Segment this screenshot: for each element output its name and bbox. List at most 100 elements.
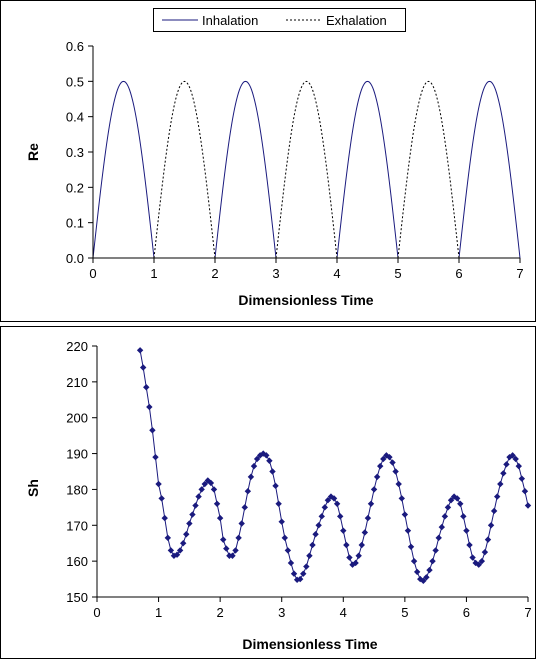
data-point-marker <box>158 495 165 502</box>
data-point-marker <box>432 547 439 554</box>
data-point-marker <box>281 534 288 542</box>
series-line-inhalation <box>214 80 277 259</box>
data-point-marker <box>146 403 153 411</box>
data-point-marker <box>290 570 298 577</box>
data-point-marker <box>300 570 307 577</box>
data-point-marker <box>155 480 162 488</box>
data-point-marker <box>213 500 221 507</box>
data-point-marker <box>303 563 310 570</box>
data-point-marker <box>263 452 270 459</box>
chart-border <box>0 326 536 659</box>
data-point-marker <box>186 520 193 527</box>
x-tick-label: 1 <box>150 266 157 281</box>
x-tick-label: 0 <box>89 266 96 281</box>
data-point-marker <box>238 520 245 527</box>
data-point-marker <box>275 500 282 507</box>
data-point-marker <box>149 427 156 434</box>
data-point-marker <box>481 548 489 556</box>
data-point-marker <box>340 527 347 534</box>
x-tick-label: 3 <box>278 605 285 620</box>
x-tick-label: 3 <box>272 266 279 281</box>
y-tick-label: 210 <box>66 375 88 390</box>
data-point-marker <box>183 531 190 538</box>
data-point-marker <box>509 452 516 459</box>
x-tick-label: 4 <box>340 605 347 620</box>
data-point-marker <box>201 480 208 488</box>
data-point-marker <box>460 513 467 520</box>
data-point-marker <box>229 552 236 559</box>
data-point-marker <box>220 536 227 543</box>
data-point-marker <box>407 543 415 550</box>
sh-chart-panel: Dimensionless Time Sh 150 160 170 180 190 200… <box>0 326 536 659</box>
data-point-marker <box>429 557 436 565</box>
data-point-marker <box>463 527 470 534</box>
data-point-marker <box>453 495 461 502</box>
x-tick-label: 5 <box>401 605 408 620</box>
data-point-marker <box>494 493 501 500</box>
data-point-marker <box>266 457 273 464</box>
x-tick-label: 2 <box>211 266 218 281</box>
data-point-marker <box>232 547 239 554</box>
data-point-marker <box>392 468 399 475</box>
legend-box <box>153 8 406 32</box>
y-tick-label: 220 <box>66 339 88 354</box>
series-line-exhalation <box>153 80 216 259</box>
x-tick-label: 6 <box>455 266 462 281</box>
data-point-marker <box>241 504 248 511</box>
data-point-marker <box>355 552 362 559</box>
y-tick-label: 170 <box>66 518 88 533</box>
series-line-inhalation <box>92 80 155 259</box>
data-point-marker <box>343 541 350 549</box>
re-chart-panel: Inhalation Exhalation Dimensionless Time… <box>0 0 536 322</box>
data-point-marker <box>306 552 313 559</box>
data-point-marker <box>377 462 384 470</box>
data-point-marker <box>367 500 375 507</box>
data-point-marker <box>484 536 492 543</box>
data-point-marker <box>272 482 279 490</box>
x-tick-label: 7 <box>524 605 531 620</box>
data-point-marker <box>284 547 292 554</box>
series-line-exhalation <box>275 80 338 259</box>
x-tick-label: 6 <box>463 605 470 620</box>
data-point-marker <box>192 502 199 509</box>
data-point-marker <box>469 554 476 561</box>
data-point-marker <box>278 518 285 525</box>
data-point-marker <box>413 568 421 576</box>
data-point-marker <box>518 475 526 482</box>
data-point-marker <box>324 496 332 504</box>
data-point-marker <box>143 384 150 391</box>
data-point-marker <box>490 507 498 515</box>
data-point-marker <box>318 513 325 520</box>
data-point-marker <box>216 514 224 522</box>
data-point-marker <box>441 513 449 520</box>
x-tick-label: 5 <box>394 266 401 281</box>
data-point-marker <box>161 514 168 522</box>
data-point-marker <box>438 523 445 531</box>
x-axis-title: Dimensionless Time <box>238 292 373 308</box>
re-chart: Inhalation Exhalation Dimensionless Time… <box>0 0 536 322</box>
legend-label-inhalation: Inhalation <box>202 13 258 28</box>
data-point-marker <box>152 453 159 461</box>
data-point-marker <box>373 473 381 481</box>
x-tick-label: 4 <box>333 266 340 281</box>
data-point-marker <box>244 488 252 495</box>
x-tick-label: 0 <box>93 605 100 620</box>
data-point-marker <box>420 577 427 585</box>
y-tick-label: 180 <box>66 482 88 497</box>
data-point-marker <box>466 541 473 549</box>
data-point-marker <box>457 500 464 507</box>
data-point-marker <box>500 470 507 477</box>
data-point-marker <box>364 514 372 522</box>
data-point-marker <box>195 493 202 500</box>
series-line-inhalation <box>458 80 521 259</box>
data-point-marker <box>487 522 495 529</box>
legend-label-exhalation: Exhalation <box>326 13 387 28</box>
y-tick-label: 150 <box>66 590 88 605</box>
y-tick-label: 0.4 <box>66 110 84 125</box>
data-point-marker <box>253 455 261 463</box>
data-point-marker <box>444 504 452 511</box>
data-point-marker <box>524 502 532 509</box>
data-point-marker <box>447 496 455 504</box>
data-point-marker <box>521 488 529 495</box>
data-point-marker <box>426 566 433 574</box>
